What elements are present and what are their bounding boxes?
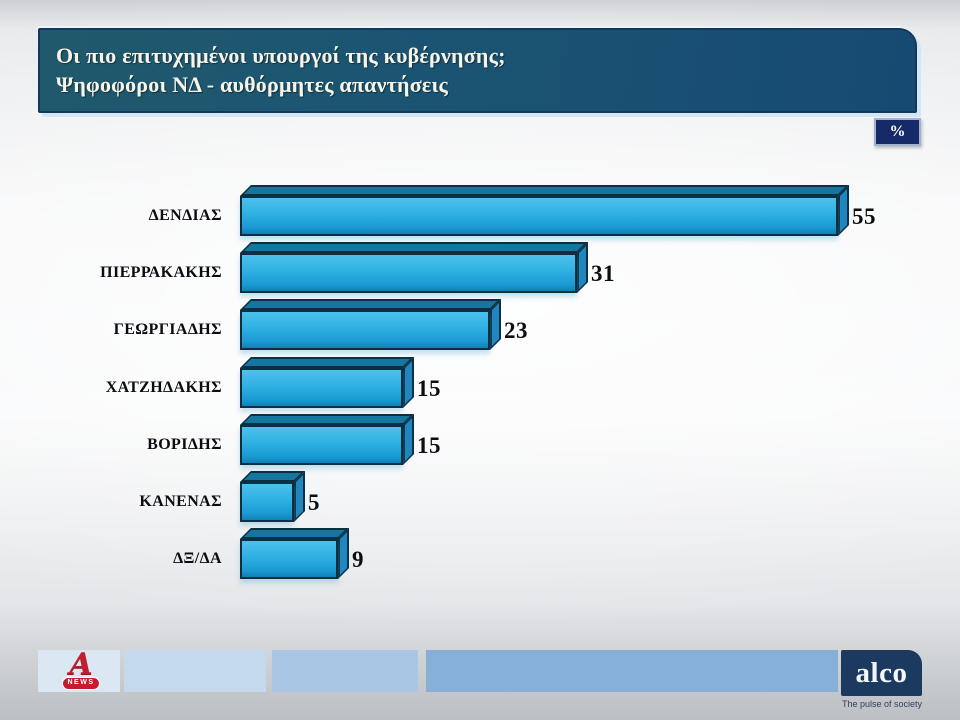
category-label: ΚΑΝΕΝΑΣ: [139, 493, 222, 510]
value-label: 15: [417, 375, 441, 401]
header-title-box: Οι πιο επιτυχημένοι υπουργοί της κυβέρνη…: [38, 28, 917, 113]
value-label: 9: [352, 547, 364, 573]
value-label: 23: [504, 318, 528, 344]
bar-front-face: [240, 539, 338, 580]
bar: [240, 413, 414, 465]
bar: [240, 356, 414, 408]
footer-decoration-block-3: [272, 650, 418, 692]
bar-front-face: [240, 367, 403, 408]
bar-side-face: [490, 299, 501, 351]
category-label: ΓΕΩΡΓΙΑΔΗΣ: [113, 321, 222, 339]
bar-side-face: [338, 528, 349, 580]
category-label: ΔΞ/ΔΑ: [173, 550, 222, 568]
footer-decoration-block-4: [426, 650, 838, 692]
bar-side-face: [577, 242, 588, 294]
bar-top-face: [240, 356, 414, 368]
alpha-a-glyph: A: [69, 647, 93, 682]
bar: [240, 242, 588, 294]
bar-top-face: [240, 242, 588, 254]
value-label: 31: [591, 261, 615, 287]
category-label: ΧΑΤΖΗΔΑΚΗΣ: [105, 378, 222, 396]
bar-top-face: [240, 299, 501, 311]
title-line-2: Ψηφοφόροι ΝΔ - αυθόρμητες απαντήσεις: [56, 72, 448, 97]
alco-logo-text: alco: [855, 656, 908, 689]
alco-tagline: The pulse of society: [841, 699, 923, 709]
bar-chart: ΔΕΝΔΙΑΣ 55 ΠΙΕΡΡΑΚΑΚΗΣ 31 ΓΕΩΡΓΙΑΔΗΣ 23 ΧΑΤΖΗΔ…: [100, 185, 876, 580]
bar-front-face: [240, 196, 838, 236]
bar-top-face: [240, 413, 414, 425]
alpha-news-logo: A NEWS: [60, 647, 102, 691]
value-label: 55: [852, 204, 876, 229]
title-line-1: Οι πιο επιτυχημένοι υπουργοί της κυβέρνη…: [56, 43, 506, 68]
category-label: ΠΙΕΡΡΑΚΑΚΗΣ: [100, 264, 222, 282]
bar: [240, 471, 305, 522]
bar-front-face: [240, 424, 403, 465]
bar: [240, 299, 501, 351]
bar-side-face: [294, 471, 305, 522]
bar-top-face: [240, 185, 849, 196]
bar: [240, 185, 849, 236]
footer-decoration-block-2: [124, 650, 266, 692]
percent-unit-badge: %: [874, 118, 921, 146]
alpha-news-pill: NEWS: [62, 677, 100, 690]
bar-side-face: [403, 413, 414, 465]
bar-front-face: [240, 253, 577, 294]
bar-top-face: [240, 528, 349, 540]
category-label: ΒΟΡΙΔΗΣ: [147, 435, 222, 453]
alco-logo: alco: [841, 650, 922, 696]
bar-side-face: [838, 185, 849, 236]
value-label: 5: [308, 490, 320, 515]
category-label: ΔΕΝΔΙΑΣ: [148, 207, 222, 224]
value-label: 15: [417, 432, 441, 458]
bar-front-face: [240, 310, 490, 351]
bar-front-face: [240, 482, 294, 522]
bar: [240, 528, 349, 580]
